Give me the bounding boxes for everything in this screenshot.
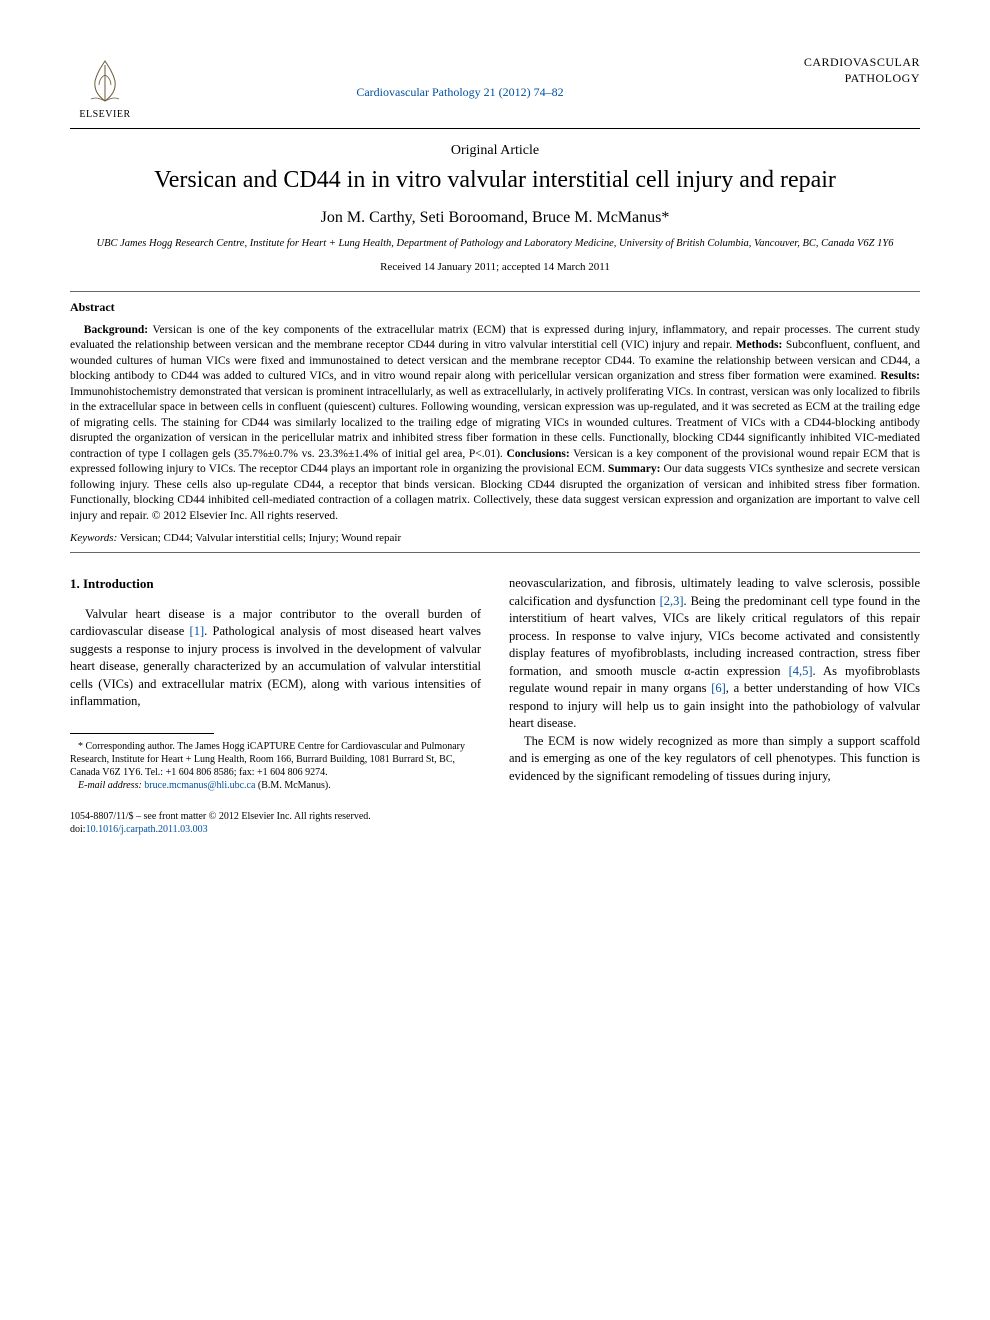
publisher-block: ELSEVIER [70,55,140,120]
authors: Jon M. Carthy, Seti Boroomand, Bruce M. … [70,209,920,227]
journal-citation: Cardiovascular Pathology 21 (2012) 74–82 [140,85,780,100]
abstract-top-rule [70,291,920,292]
abstract-methods-label: Methods: [736,339,783,351]
abstract-heading: Abstract [70,300,920,315]
cite-link-6[interactable]: [6] [711,681,726,695]
abstract-summary-label: Summary: [608,463,660,475]
intro-heading: 1. Introduction [70,575,481,593]
corresponding-author-footnote: * Corresponding author. The James Hogg i… [70,740,481,792]
abstract-conclusions-label: Conclusions: [506,448,569,460]
abstract-background-label: Background: [84,324,148,336]
article-title: Versican and CD44 in in vitro valvular i… [70,165,920,195]
cite-link-23[interactable]: [2,3] [660,594,684,608]
column-left: 1. Introduction Valvular heart disease i… [70,575,481,835]
bottom-meta: 1054-8807/11/$ – see front matter © 2012… [70,810,481,836]
page-header: ELSEVIER Cardiovascular Pathology 21 (20… [70,55,920,120]
body-columns: 1. Introduction Valvular heart disease i… [70,575,920,835]
abstract-bottom-rule [70,552,920,553]
article-type: Original Article [70,143,920,159]
footnote-email-link[interactable]: bruce.mcmanus@hli.ubc.ca [142,780,258,791]
abstract-body: Background: Versican is one of the key c… [70,323,920,525]
abstract-results-label: Results: [880,370,920,382]
keywords-text: Versican; CD44; Valvular interstitial ce… [117,532,401,544]
cite-link-45[interactable]: [4,5] [789,664,813,678]
keywords: Keywords: Versican; CD44; Valvular inter… [70,532,920,544]
journal-name-line2: PATHOLOGY [780,71,920,87]
affiliation: UBC James Hogg Research Centre, Institut… [70,237,920,251]
journal-name-block: CARDIOVASCULAR PATHOLOGY [780,55,920,86]
copyright-line: 1054-8807/11/$ – see front matter © 2012… [70,810,481,823]
footnote-corr-text: * Corresponding author. The James Hogg i… [70,740,481,779]
footnote-rule [70,733,214,734]
intro-para-2: The ECM is now widely recognized as more… [509,733,920,786]
elsevier-tree-icon [81,55,129,107]
header-rule [70,128,920,129]
publisher-name: ELSEVIER [79,109,130,120]
footnote-email-label: E-mail address: [78,780,142,791]
footnote-email-tail: (B.M. McManus). [258,780,331,791]
column-right: neovascularization, and fibrosis, ultima… [509,575,920,835]
doi-link[interactable]: 10.1016/j.carpath.2011.03.003 [86,824,208,835]
doi-label: doi: [70,824,86,835]
cite-link-1[interactable]: [1] [190,624,205,638]
intro-para-1: Valvular heart disease is a major contri… [70,606,481,711]
article-dates: Received 14 January 2011; accepted 14 Ma… [70,261,920,273]
intro-para-1-cont: neovascularization, and fibrosis, ultima… [509,575,920,733]
journal-name-line1: CARDIOVASCULAR [780,55,920,71]
keywords-label: Keywords: [70,532,117,544]
